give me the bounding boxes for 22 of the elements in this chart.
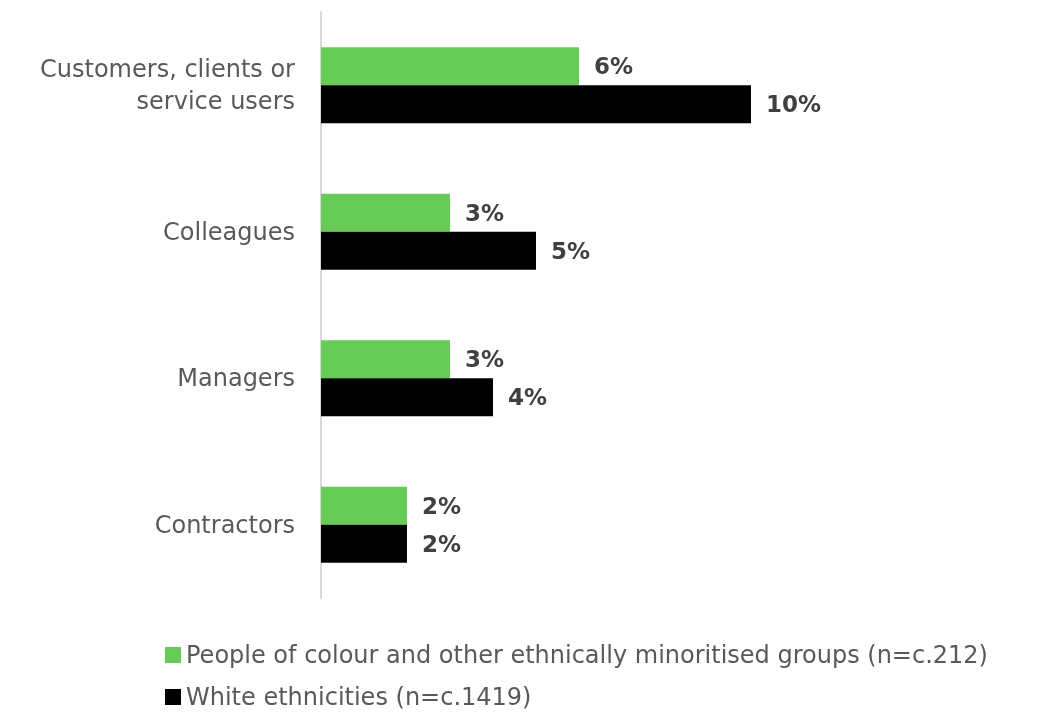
data-label: 2%: [422, 492, 462, 519]
bar: [321, 47, 579, 86]
data-label: 5%: [551, 237, 591, 264]
data-label: 3%: [465, 346, 505, 373]
y-tick-label: Contractors: [154, 510, 295, 539]
bar: [321, 378, 493, 417]
legend-label: White ethnicities (n=c.1419): [186, 683, 532, 711]
bar: [321, 486, 407, 525]
bar: [321, 340, 450, 379]
bar: [321, 231, 536, 270]
legend-label: People of colour and other ethnically minoritised groups (n=c.212): [186, 641, 988, 669]
bar: [321, 85, 751, 124]
data-label: 3%: [465, 199, 505, 226]
data-label: 2%: [422, 530, 462, 557]
data-label: 10%: [766, 91, 822, 118]
bar: [321, 524, 407, 563]
data-label: 6%: [594, 53, 634, 80]
y-tick-label: Colleagues: [163, 217, 295, 246]
y-tick-label: Customers, clients or service users: [40, 55, 296, 116]
data-label: 4%: [508, 384, 548, 411]
bar: [321, 193, 450, 232]
y-tick-label: Managers: [177, 364, 295, 393]
